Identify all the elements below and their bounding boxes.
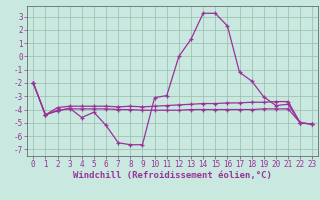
X-axis label: Windchill (Refroidissement éolien,°C): Windchill (Refroidissement éolien,°C) bbox=[73, 171, 272, 180]
